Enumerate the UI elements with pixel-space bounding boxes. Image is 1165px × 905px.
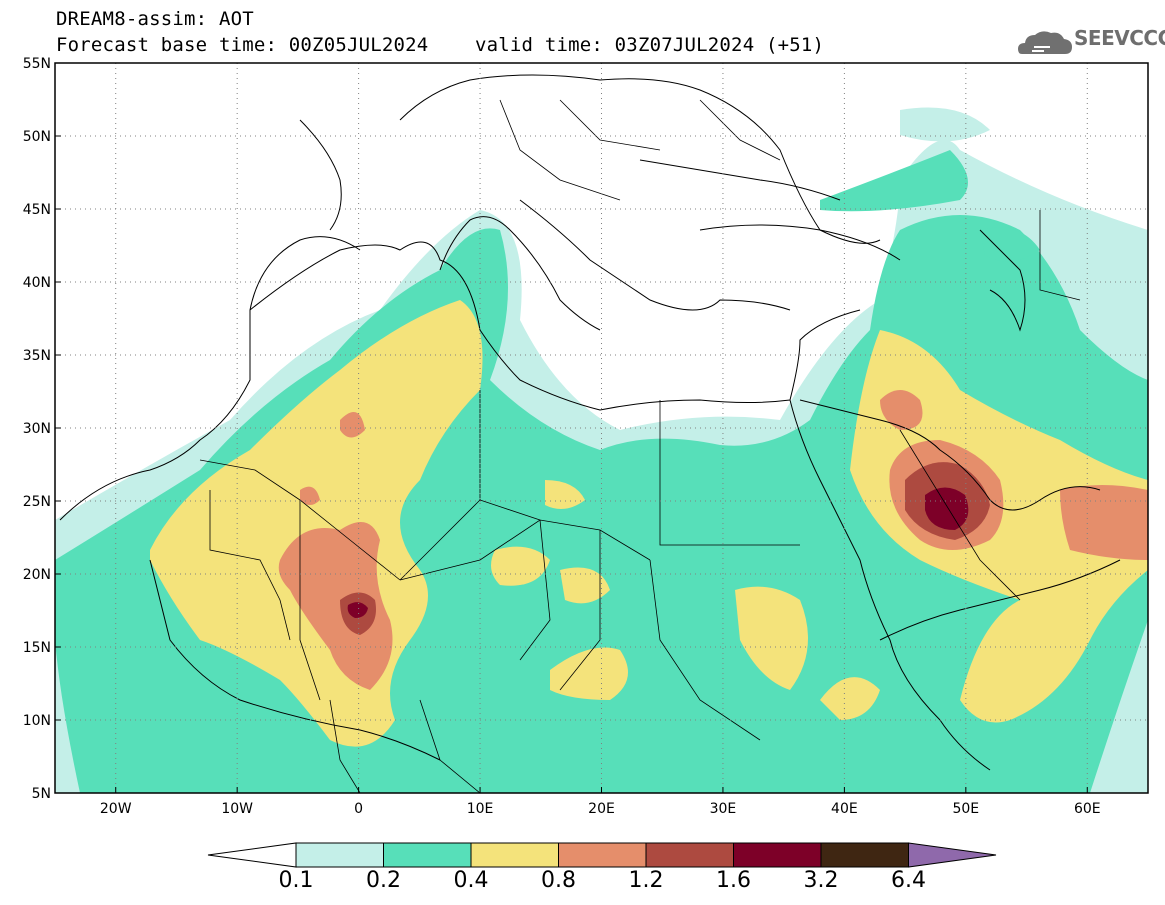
forecast-times: Forecast base time: 00Z05JUL2024 valid t… <box>56 34 825 56</box>
latitude-labels: 55N 50N 45N 40N 35N 30N 25N 20N 15N 10N 5N <box>23 56 51 802</box>
lon-label: 20W <box>100 801 132 817</box>
lon-label: 50E <box>952 801 979 817</box>
colorbar-swatch <box>470 842 559 868</box>
lon-label: 20E <box>588 801 615 817</box>
colorbar-swatch <box>820 842 909 868</box>
lat-lon-grid <box>55 63 1148 793</box>
aot-level-1-6 <box>347 487 969 618</box>
map-title: DREAM8-assim: AOT <box>56 8 254 30</box>
lat-label: 40N <box>23 275 51 291</box>
colorbar-swatch <box>733 842 822 868</box>
lat-label: 55N <box>23 56 51 72</box>
colorbar-label: 0.2 <box>366 868 401 893</box>
colorbar-label: 0.4 <box>453 868 489 893</box>
lat-label: 45N <box>23 202 51 218</box>
lon-label: 60E <box>1074 801 1101 817</box>
lat-label: 35N <box>23 348 51 364</box>
lat-label: 50N <box>23 129 51 145</box>
coastlines <box>59 74 1121 771</box>
colorbar-low-arrow <box>207 842 297 868</box>
colorbar-label: 1.6 <box>716 868 751 893</box>
lat-label: 5N <box>32 786 51 802</box>
lon-label: 10W <box>221 801 253 817</box>
lon-label: 10E <box>467 801 494 817</box>
cloud-logo-icon <box>1018 31 1072 54</box>
lat-label: 30N <box>23 421 51 437</box>
colorbar-label: 1.2 <box>628 868 664 893</box>
colorbar-label: 3.2 <box>803 868 839 893</box>
colorbar-swatch <box>383 842 472 868</box>
colorbar-swatch <box>645 842 734 868</box>
logo-text: SEEVCCC <box>1074 26 1165 50</box>
colorbar-high-arrow <box>908 842 997 868</box>
lat-label: 10N <box>23 713 51 729</box>
lat-label: 20N <box>23 567 51 583</box>
colorbar-swatch <box>558 842 647 868</box>
colorbar <box>207 842 997 868</box>
axis-ticks <box>55 62 1088 794</box>
lat-label: 25N <box>23 494 51 510</box>
colorbar-swatch <box>295 842 384 868</box>
lon-label: 30E <box>710 801 737 817</box>
colorbar-label: 0.8 <box>541 868 576 893</box>
colorbar-label: 0.1 <box>278 868 314 893</box>
lat-label: 15N <box>23 640 51 656</box>
colorbar-label: 6.4 <box>891 868 926 893</box>
lon-label: 0 <box>354 801 363 817</box>
longitude-labels: 20W 10W 0 10E 20E 30E 40E 50E 60E <box>100 801 1101 817</box>
lon-label: 40E <box>831 801 858 817</box>
